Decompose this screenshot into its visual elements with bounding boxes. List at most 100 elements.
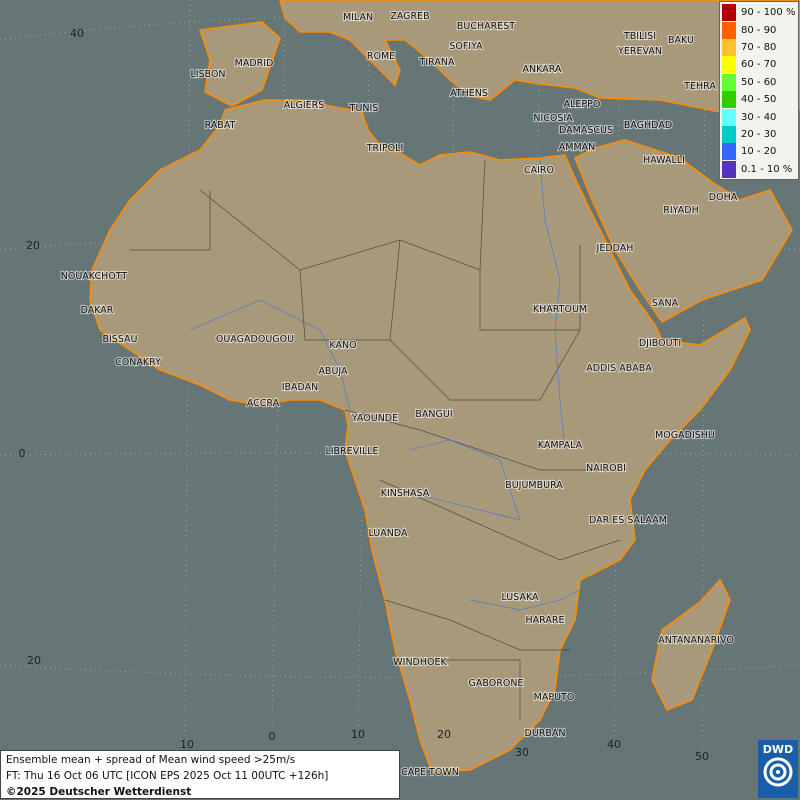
city-label: NICOSIA: [533, 113, 573, 124]
city-label: BUJUMBURA: [505, 480, 563, 491]
legend-swatch: [722, 143, 736, 161]
legend: 90 - 100 % 80 - 90 70 - 80 60 - 70 50 - 60 40…: [719, 1, 799, 180]
city-label: CAPE TOWN: [401, 767, 459, 778]
legend-item: 50 - 60: [722, 73, 796, 91]
city-label: CAIRO: [524, 165, 554, 176]
city-label: MAPUTO: [534, 692, 575, 703]
legend-item: 40 - 50: [722, 91, 796, 109]
rivers: [189, 159, 581, 611]
city-label: DAKAR: [81, 305, 114, 316]
city-label: KHARTOUM: [533, 304, 587, 315]
city-label: KINSHASA: [381, 488, 430, 499]
city-label: RIYADH: [663, 205, 698, 216]
copyright: ©2025 Deutscher Wetterdienst: [6, 786, 192, 798]
legend-label: 30 - 40: [741, 111, 777, 123]
city-label: ROME: [367, 51, 395, 62]
legend-swatch: [722, 38, 736, 56]
city-label: TIRANA: [419, 57, 455, 68]
lat-label: 40: [70, 27, 84, 40]
europe-landmass: [279, 0, 800, 113]
city-label: KANO: [329, 340, 356, 351]
legend-item: 60 - 70: [722, 56, 796, 74]
legend-swatch: [722, 73, 736, 91]
latitude-labels: 40 20 0 20: [19, 27, 85, 667]
legend-item: 70 - 80: [722, 38, 796, 56]
city-label: MOGADISHU: [655, 430, 715, 441]
legend-label: 0.1 - 10 %: [741, 163, 793, 175]
legend-swatch: [722, 108, 736, 126]
city-label: YEREVAN: [617, 46, 662, 57]
city-label: CONAKRY: [115, 357, 161, 368]
city-label: ADDIS ABABA: [586, 363, 652, 374]
city-label: NAIROBI: [586, 463, 626, 474]
legend-label: 50 - 60: [741, 76, 777, 88]
city-label: IBADAN: [282, 382, 319, 393]
city-label: ALEPPO: [564, 99, 601, 110]
city-label: ABUJA: [318, 366, 348, 377]
legend-label: 10 - 20: [741, 146, 777, 158]
legend-swatch: [722, 56, 736, 74]
city-label: LIBREVILLE: [325, 446, 378, 457]
madagascar-landmass: [651, 578, 731, 712]
city-label: WINDHOEK: [393, 657, 447, 668]
city-label: DURBAN: [525, 728, 566, 739]
legend-label: 60 - 70: [741, 59, 777, 71]
legend-label: 40 - 50: [741, 94, 777, 106]
legend-swatch: [722, 160, 736, 178]
dwd-logo: DWD: [758, 740, 798, 798]
city-label: TUNIS: [349, 103, 379, 114]
legend-item: 30 - 40: [722, 108, 796, 126]
borders: [130, 159, 621, 720]
city-label: GABORONE: [469, 678, 524, 689]
city-label: ZAGREB: [390, 11, 429, 22]
city-label: BAKU: [668, 35, 694, 46]
city-label: LUANDA: [368, 528, 408, 539]
lon-label: 0: [269, 730, 276, 743]
city-label: ATHENS: [450, 88, 488, 99]
legend-label: 70 - 80: [741, 41, 777, 53]
city-label: LUSAKA: [501, 592, 539, 603]
city-label: ANTANANARIVO: [658, 635, 734, 646]
city-label: DJIBOUTI: [639, 338, 681, 349]
city-label: BUCHAREST: [457, 21, 515, 32]
legend-swatch: [722, 4, 736, 22]
longitude-labels: 10 0 10 20 30 40 50: [180, 728, 709, 763]
africa-landmass: [89, 99, 751, 773]
city-label: RABAT: [205, 120, 236, 131]
city-label: TEHRA: [683, 81, 716, 92]
legend-swatch: [722, 125, 736, 143]
legend-swatch: [722, 21, 736, 39]
legend-label: 90 - 100 %: [741, 7, 796, 19]
lat-label: 20: [26, 239, 40, 252]
legend-item: 90 - 100 %: [722, 4, 796, 22]
iberia-landmass: [198, 21, 281, 107]
legend-swatch: [722, 91, 736, 109]
city-label: MADRID: [235, 58, 274, 69]
lon-label: 40: [607, 738, 621, 751]
lat-label: 0: [19, 447, 26, 460]
city-label: DOHA: [709, 192, 738, 203]
lon-label: 50: [695, 750, 709, 763]
city-label: MILAN: [343, 12, 373, 23]
city-label: HARARE: [526, 615, 565, 626]
lon-label: 10: [351, 728, 365, 741]
arabia-landmass: [573, 139, 793, 324]
city-label: JEDDAH: [596, 243, 634, 254]
city-labels: MILAN ZAGREB BUCHAREST SOFIYA ROME TIRANA MADR…: [60, 10, 739, 779]
info-box: Ensemble mean + spread of Mean wind spee…: [0, 750, 400, 799]
city-label: LISBON: [190, 69, 225, 80]
product-title: Ensemble mean + spread of Mean wind spee…: [6, 754, 296, 766]
landmasses: [89, 0, 800, 773]
city-label: DAR ES SALAAM: [589, 515, 667, 526]
forecast-time: FT: Thu 16 Oct 06 UTC [ICON EPS 2025 Oct…: [6, 770, 329, 782]
legend-item: 80 - 90: [722, 21, 796, 39]
city-label: DAMASCUS: [559, 125, 613, 136]
city-label: YAOUNDE: [351, 413, 398, 424]
city-label: ALGIERS: [284, 100, 325, 111]
legend-label: 20 - 30: [741, 128, 777, 140]
city-label: ANKARA: [523, 64, 562, 75]
lon-label: 20: [437, 728, 451, 741]
city-label: TBILISI: [623, 31, 656, 42]
legend-item: 0.1 - 10 %: [722, 160, 796, 178]
